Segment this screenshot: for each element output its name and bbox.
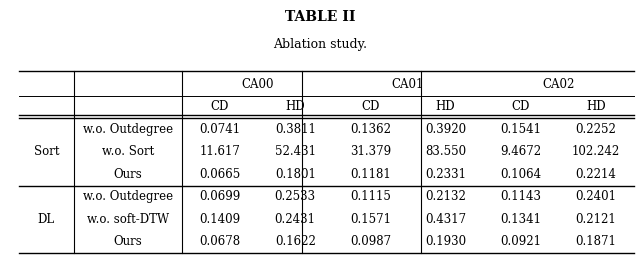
Text: HD: HD <box>285 100 305 113</box>
Text: CA00: CA00 <box>241 78 274 91</box>
Text: 0.2401: 0.2401 <box>575 190 616 203</box>
Text: 0.1362: 0.1362 <box>350 123 391 136</box>
Text: TABLE II: TABLE II <box>285 10 355 25</box>
Text: 0.2331: 0.2331 <box>425 168 466 181</box>
Text: 0.0665: 0.0665 <box>200 168 241 181</box>
Text: 0.1571: 0.1571 <box>350 213 391 226</box>
Text: 0.1541: 0.1541 <box>500 123 541 136</box>
Text: 0.2533: 0.2533 <box>275 190 316 203</box>
Text: w.o. Sort: w.o. Sort <box>102 145 154 158</box>
Text: HD: HD <box>586 100 606 113</box>
Text: 9.4672: 9.4672 <box>500 145 541 158</box>
Text: Ours: Ours <box>114 235 142 248</box>
Text: DL: DL <box>38 213 55 226</box>
Text: Ablation study.: Ablation study. <box>273 38 367 51</box>
Text: CD: CD <box>361 100 380 113</box>
Text: 0.0987: 0.0987 <box>350 235 391 248</box>
Text: 0.1341: 0.1341 <box>500 213 541 226</box>
Text: w.o. Outdegree: w.o. Outdegree <box>83 123 173 136</box>
Text: 0.1181: 0.1181 <box>350 168 391 181</box>
Text: 0.2132: 0.2132 <box>425 190 466 203</box>
Text: CA02: CA02 <box>542 78 575 91</box>
Text: 0.1930: 0.1930 <box>425 235 466 248</box>
Text: HD: HD <box>436 100 456 113</box>
Text: 0.1622: 0.1622 <box>275 235 316 248</box>
Text: 0.1409: 0.1409 <box>200 213 241 226</box>
Text: w.o. Outdegree: w.o. Outdegree <box>83 190 173 203</box>
Text: 102.242: 102.242 <box>572 145 620 158</box>
Text: w.o. soft-DTW: w.o. soft-DTW <box>87 213 169 226</box>
Text: 0.4317: 0.4317 <box>425 213 466 226</box>
Text: 0.3811: 0.3811 <box>275 123 316 136</box>
Text: 31.379: 31.379 <box>350 145 391 158</box>
Text: 0.0699: 0.0699 <box>200 190 241 203</box>
Text: 0.0741: 0.0741 <box>200 123 241 136</box>
Text: 0.1143: 0.1143 <box>500 190 541 203</box>
Text: 0.2252: 0.2252 <box>575 123 616 136</box>
Text: 0.2431: 0.2431 <box>275 213 316 226</box>
Text: 0.0678: 0.0678 <box>200 235 241 248</box>
Text: 0.1871: 0.1871 <box>575 235 616 248</box>
Text: Sort: Sort <box>34 145 59 158</box>
Text: CD: CD <box>511 100 530 113</box>
Text: Ours: Ours <box>114 168 142 181</box>
Text: CD: CD <box>211 100 229 113</box>
Text: 0.3920: 0.3920 <box>425 123 466 136</box>
Text: 0.1064: 0.1064 <box>500 168 541 181</box>
Text: 0.1801: 0.1801 <box>275 168 316 181</box>
Text: 52.431: 52.431 <box>275 145 316 158</box>
Text: 0.0921: 0.0921 <box>500 235 541 248</box>
Text: 0.1115: 0.1115 <box>350 190 391 203</box>
Text: 0.2214: 0.2214 <box>575 168 616 181</box>
Text: 83.550: 83.550 <box>425 145 466 158</box>
Text: CA01: CA01 <box>392 78 424 91</box>
Text: 0.2121: 0.2121 <box>575 213 616 226</box>
Text: 11.617: 11.617 <box>200 145 241 158</box>
